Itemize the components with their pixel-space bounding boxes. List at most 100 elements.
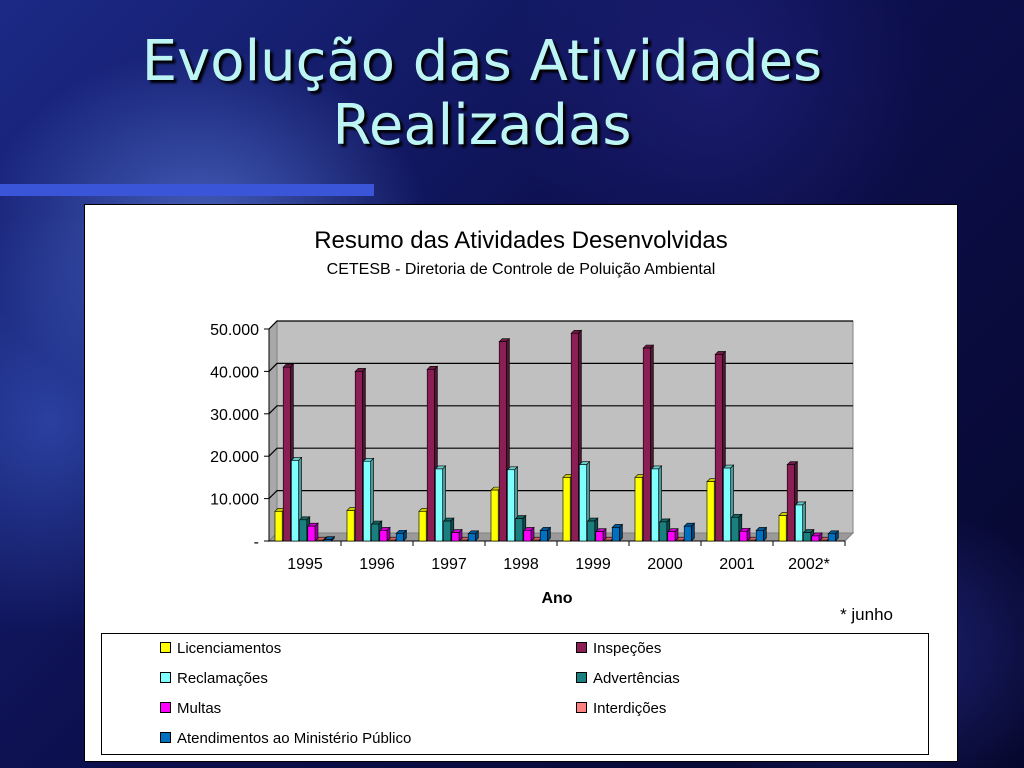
bar <box>603 539 612 542</box>
y-tick-label: - <box>254 534 259 551</box>
bar <box>307 525 316 542</box>
legend-swatch <box>160 732 171 743</box>
chart-legend: Licenciamentos Inspeções Reclamações Advert… <box>101 633 929 755</box>
legend-item: Advertências <box>576 670 680 687</box>
bar-side <box>691 522 695 542</box>
bar-chart-plot: - 10.000 20.000 30.000 40.000 50.000 1995 1996 1… <box>210 319 855 607</box>
chart-title: Resumo das Atividades Desenvolvidas <box>314 227 728 254</box>
bar <box>634 477 643 542</box>
bar <box>395 533 404 542</box>
x-tick-label: 1996 <box>359 556 395 573</box>
x-tick-label: 2000 <box>647 556 683 573</box>
bar <box>507 469 515 542</box>
legend-swatch <box>160 672 171 683</box>
bar <box>443 520 452 542</box>
bar <box>675 539 684 542</box>
legend-item: Licenciamentos <box>160 640 281 657</box>
y-tick-label: 30.000 <box>210 407 259 424</box>
bar <box>714 354 723 542</box>
legend-label: Advertências <box>593 670 680 687</box>
legend-label: Inspeções <box>593 640 662 657</box>
bar <box>451 532 460 542</box>
bar <box>426 368 435 542</box>
bar <box>354 371 363 542</box>
bar <box>819 539 828 542</box>
gridline <box>268 447 853 457</box>
bar <box>683 525 692 542</box>
bar <box>651 468 659 542</box>
bar <box>570 332 579 542</box>
bar <box>515 518 524 542</box>
bar <box>731 516 740 542</box>
bar <box>562 477 571 542</box>
bar <box>827 533 836 542</box>
bar <box>795 504 803 542</box>
title-underline-bar <box>0 184 374 196</box>
y-tick-label: 10.000 <box>210 492 259 509</box>
y-tick-label: 50.000 <box>210 322 259 339</box>
bar <box>315 539 324 542</box>
bar <box>667 531 676 542</box>
slide-title: Evolução das Atividades Realizadas <box>0 30 964 158</box>
legend-label: Multas <box>177 700 222 717</box>
x-tick-label: 1999 <box>575 556 611 573</box>
legend-label: Licenciamentos <box>177 640 282 657</box>
bar <box>387 539 396 542</box>
bar-side <box>619 523 623 542</box>
bar <box>755 530 764 542</box>
chart-subtitle: CETESB - Diretoria de Controle de Poluiç… <box>326 261 716 278</box>
bar <box>531 539 540 542</box>
y-tick-label: 40.000 <box>210 364 259 381</box>
bar <box>786 464 795 542</box>
gridline <box>268 362 853 372</box>
bar <box>587 520 596 542</box>
slide-title-line2: Realizadas <box>332 93 632 158</box>
bar <box>282 366 291 542</box>
legend-swatch <box>576 702 587 713</box>
bar <box>747 539 756 542</box>
x-tick-label: 1995 <box>287 556 323 573</box>
bar <box>706 481 715 542</box>
bar <box>539 530 548 542</box>
bar <box>811 535 820 542</box>
bar <box>739 530 748 542</box>
chart-panel: Resumo das Atividades Desenvolvidas CETE… <box>84 204 958 762</box>
legend-label: Interdições <box>593 700 667 717</box>
chart-footnote: * junho <box>840 605 893 624</box>
bar <box>490 489 499 542</box>
bar <box>291 460 299 542</box>
bar <box>611 527 620 542</box>
legend-label: Reclamações <box>177 670 268 687</box>
gridline <box>268 405 853 415</box>
gridline <box>268 320 853 330</box>
legend-swatch <box>576 672 587 683</box>
legend-label: Atendimentos ao Ministério Público <box>177 730 412 747</box>
bar <box>274 511 283 542</box>
bar <box>659 521 668 542</box>
bar <box>723 467 731 542</box>
bar <box>299 519 308 542</box>
legend-item: Multas <box>160 700 221 717</box>
x-tick-label: 2001 <box>719 556 755 573</box>
x-tick-label: 2002* <box>788 556 830 573</box>
bar <box>371 523 380 542</box>
legend-item: Atendimentos ao Ministério Público <box>160 730 411 747</box>
bar <box>467 533 476 542</box>
bar <box>579 464 587 542</box>
bar <box>323 539 332 542</box>
legend-item: Inspeções <box>576 640 661 657</box>
y-tick-label: 20.000 <box>210 449 259 466</box>
slide-title-line1: Evolução das Atividades <box>141 29 823 94</box>
x-tick-label: 1998 <box>503 556 539 573</box>
legend-item: Interdições <box>576 700 666 717</box>
legend-swatch <box>160 642 171 653</box>
bar <box>363 460 371 542</box>
bar <box>803 532 812 542</box>
bar <box>435 468 443 542</box>
legend-swatch <box>160 702 171 713</box>
bar <box>418 511 427 542</box>
bar <box>642 347 651 542</box>
bar <box>595 531 604 542</box>
plot-side-wall <box>268 319 278 543</box>
x-tick-label: 1997 <box>431 556 467 573</box>
